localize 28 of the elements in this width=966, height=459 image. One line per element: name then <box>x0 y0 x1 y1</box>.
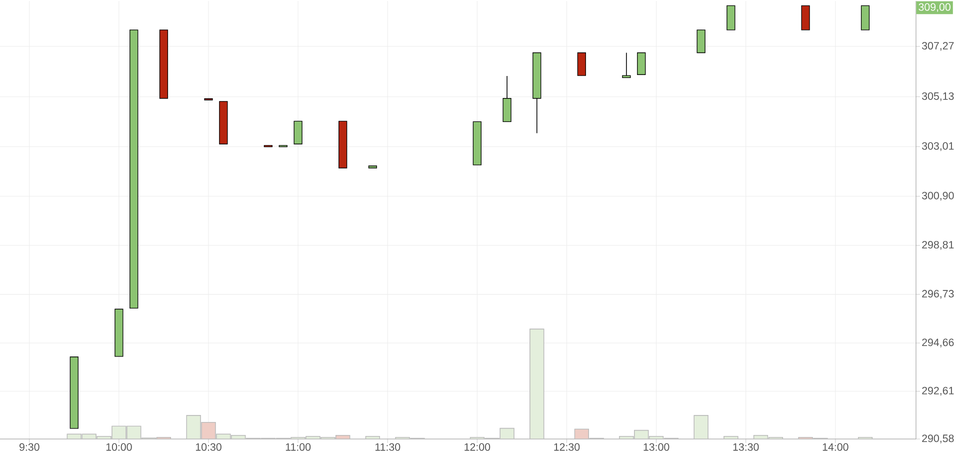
bar <box>530 328 544 439</box>
candlestick <box>577 52 586 76</box>
x-tick-label: 9:30 <box>20 443 40 451</box>
y-tick-label: 290,58 <box>922 434 954 444</box>
x-tick-label: 13:30 <box>733 443 759 451</box>
x-tick-label: 10:30 <box>196 443 222 451</box>
y-tick-label: 305,13 <box>922 92 954 102</box>
x-tick-label: 13:00 <box>644 443 670 451</box>
candlestick <box>502 76 512 122</box>
x-tick-label: 10:00 <box>106 443 132 451</box>
x-tick-label: 11:30 <box>375 443 400 451</box>
candlestick <box>294 120 302 144</box>
y-tick-label: 300,90 <box>922 192 954 201</box>
bar <box>694 415 708 439</box>
candlestick <box>637 52 646 75</box>
y-tick-label: 292,61 <box>922 386 954 396</box>
x-tick-label: 14:00 <box>822 443 848 451</box>
y-tick-label: 307,27 <box>922 42 954 51</box>
y-tick-label: 296,73 <box>922 290 954 299</box>
x-tick-label: 12:00 <box>464 443 490 451</box>
x-tick-label: 12:30 <box>554 443 580 451</box>
candlestick <box>696 30 706 54</box>
x-tick-label: 11:00 <box>286 443 311 451</box>
y-tick-label: 294,66 <box>922 338 954 348</box>
y-tick-label: 303,01 <box>922 142 954 151</box>
text: 309,00 <box>918 3 950 12</box>
y-tick-label: 298,81 <box>922 240 954 250</box>
candlestick <box>622 52 631 78</box>
